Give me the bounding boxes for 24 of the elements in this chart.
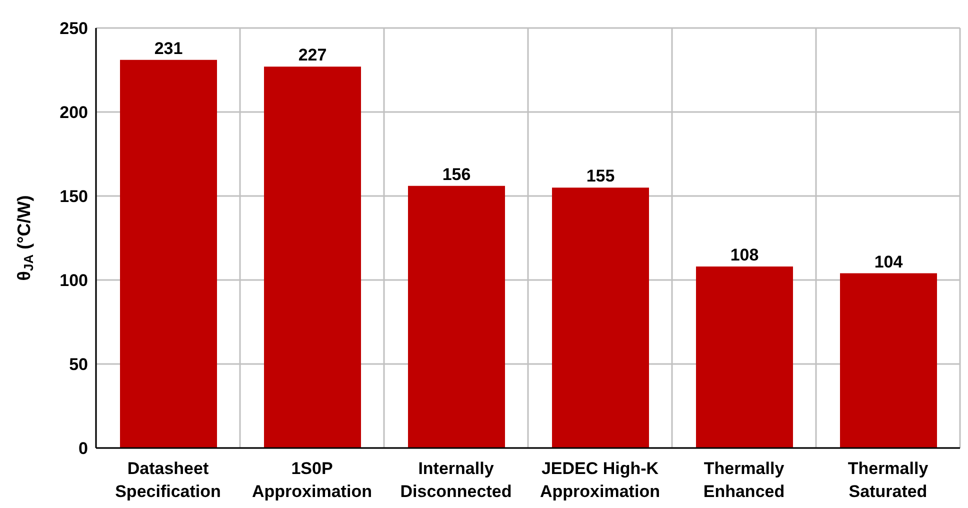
x-tick-label: JEDEC High-K Approximation bbox=[540, 459, 660, 501]
y-tick-label: 100 bbox=[60, 271, 88, 290]
data-label: 104 bbox=[874, 252, 904, 272]
data-label: 231 bbox=[154, 38, 183, 58]
data-label: 108 bbox=[730, 246, 759, 265]
y-tick-label: 0 bbox=[78, 439, 88, 458]
data-label: 155 bbox=[586, 166, 615, 186]
bar bbox=[408, 186, 505, 448]
bar bbox=[552, 188, 649, 448]
y-tick-label: 150 bbox=[60, 187, 88, 206]
data-label: 227 bbox=[298, 46, 327, 65]
x-tick-label: 1S0P Approximation bbox=[252, 459, 372, 501]
bar bbox=[120, 60, 217, 448]
x-tick-label: Thermally Saturated bbox=[848, 459, 929, 501]
y-tick-label: 250 bbox=[60, 19, 88, 38]
bar bbox=[840, 273, 937, 448]
x-tick-label: Thermally Enhanced bbox=[703, 459, 785, 501]
x-tick-label: Datasheet Specification bbox=[115, 459, 221, 501]
x-tick-label: Internally Disconnected bbox=[400, 459, 512, 501]
bar bbox=[696, 266, 793, 448]
bar bbox=[264, 66, 361, 448]
data-label: 156 bbox=[442, 164, 471, 184]
y-tick-label: 200 bbox=[60, 103, 88, 122]
y-tick-label: 50 bbox=[69, 355, 88, 374]
